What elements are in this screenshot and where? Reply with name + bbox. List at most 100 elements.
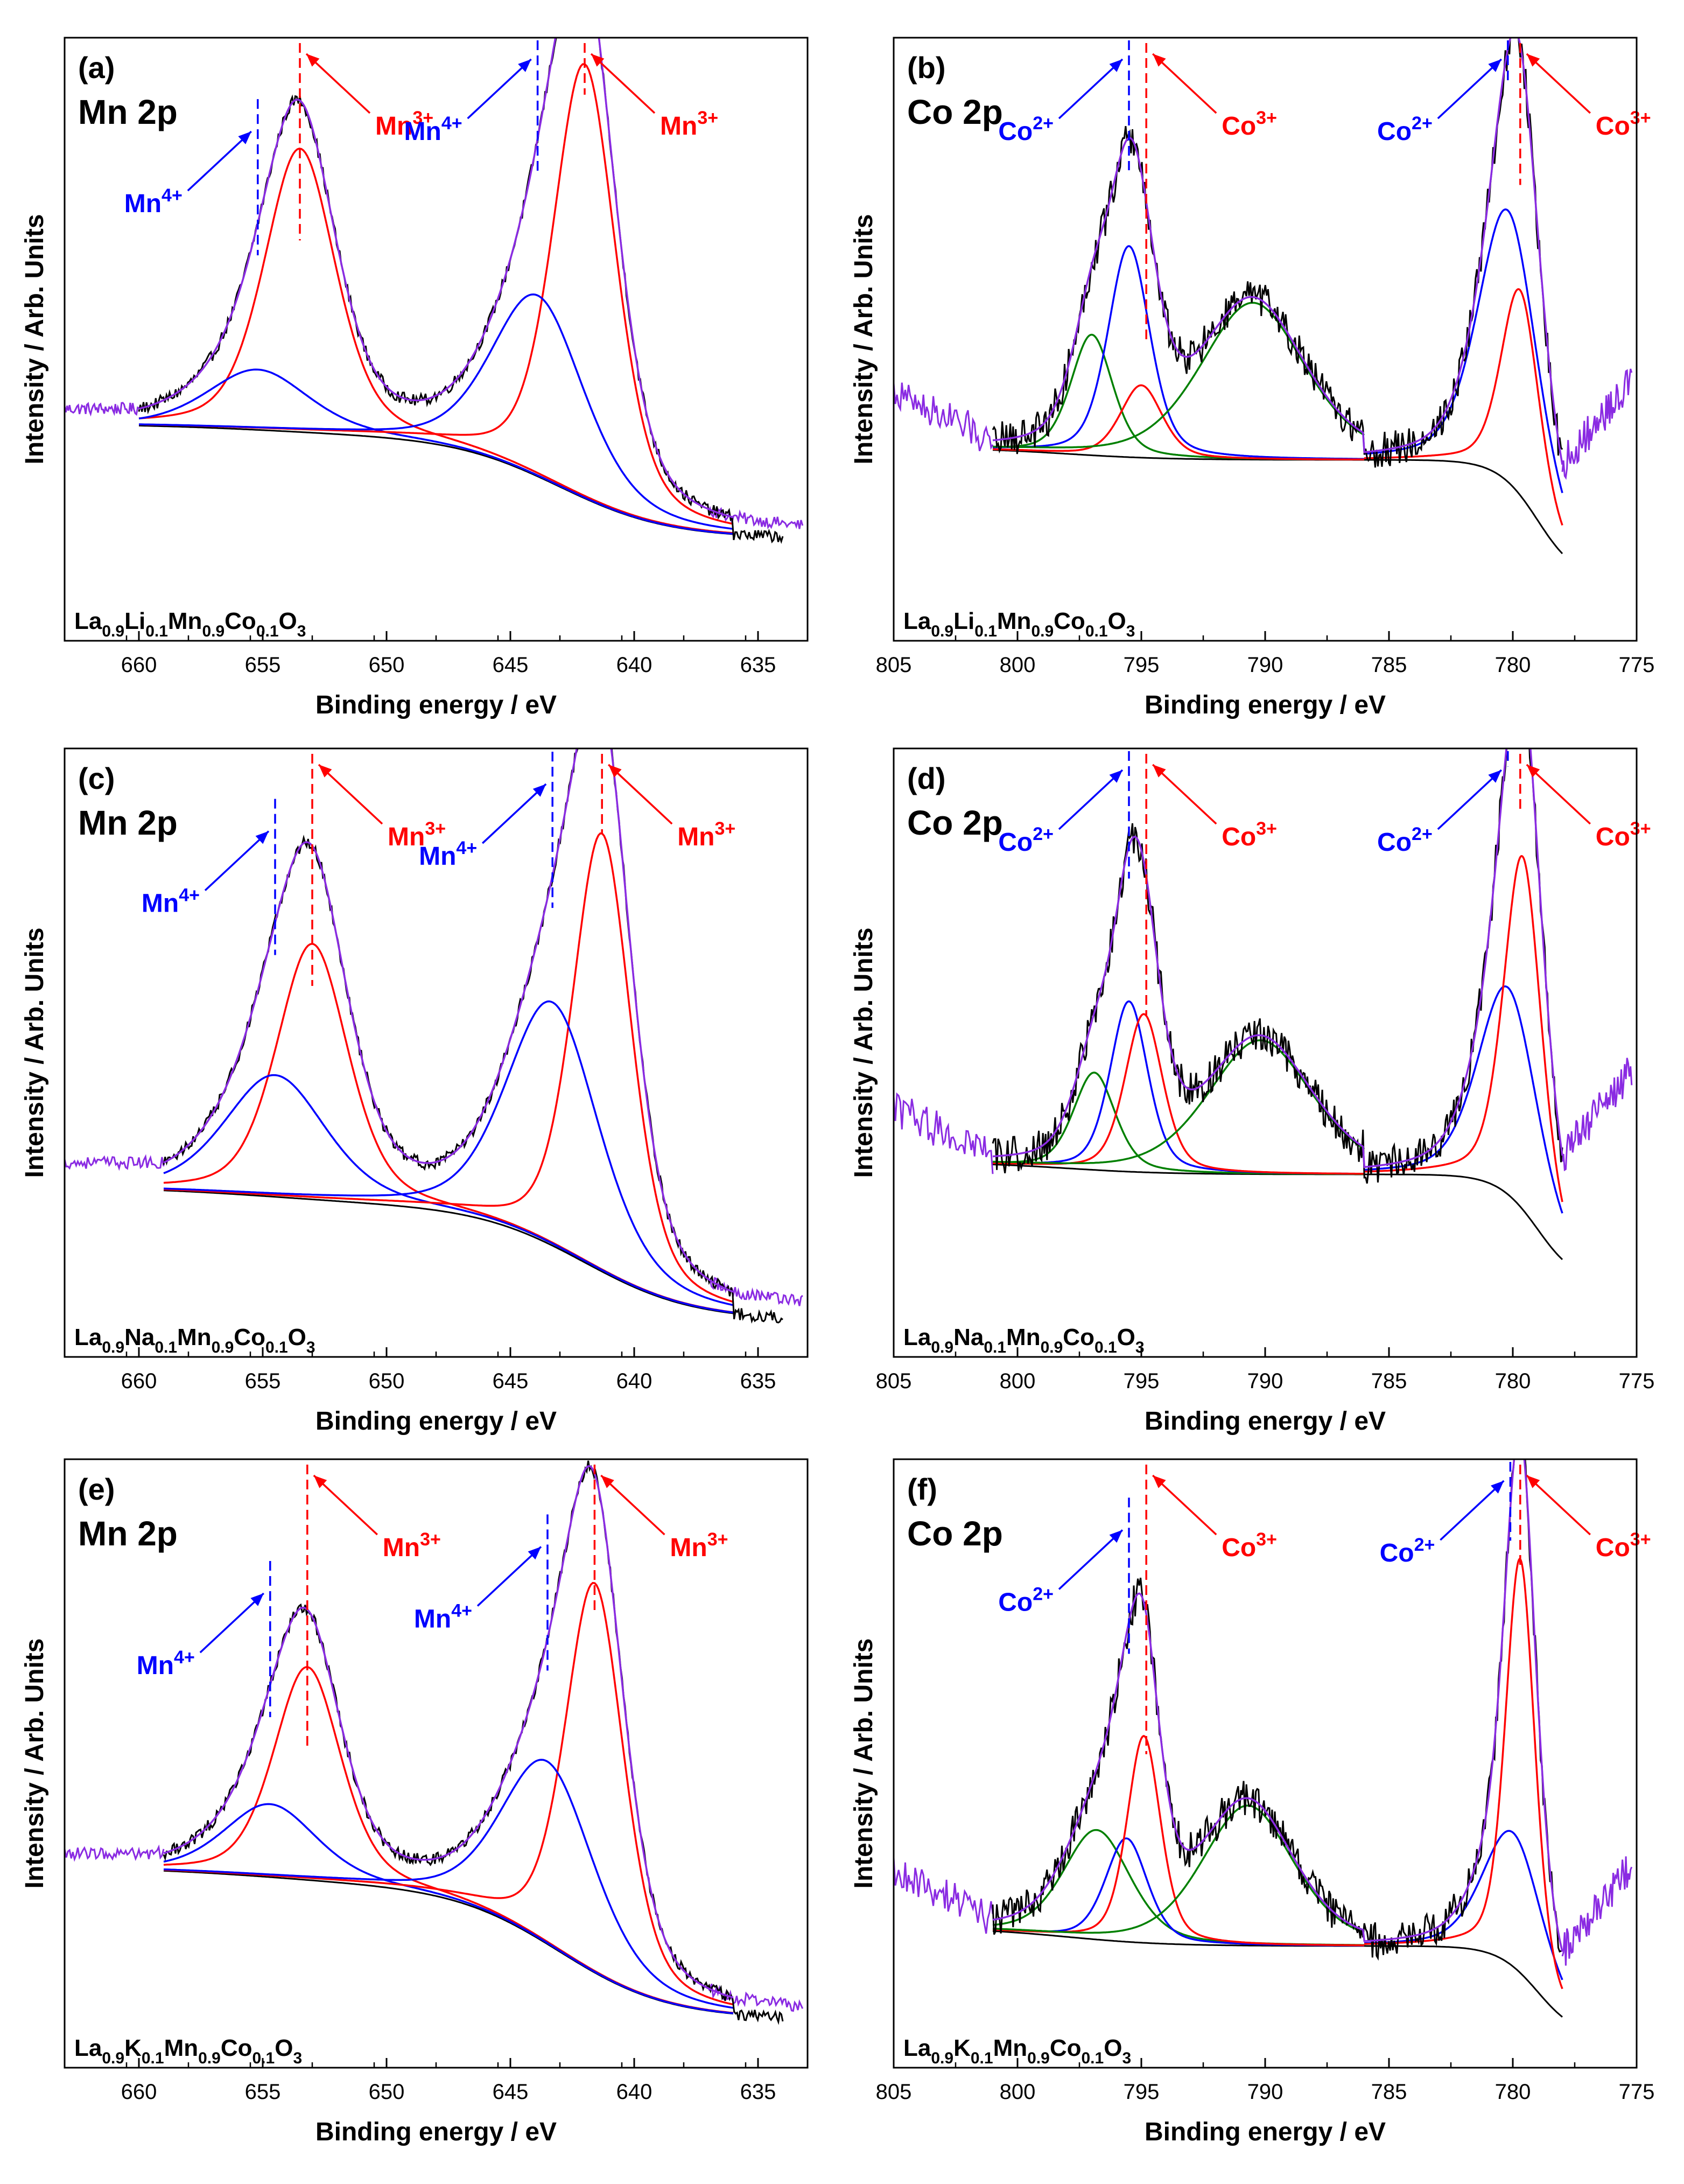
envelope-extension-right: [1561, 1856, 1633, 1966]
raw-data-line: [163, 748, 783, 1324]
plot-area: [65, 748, 803, 1324]
annotation-arrowhead: [1109, 770, 1122, 783]
annotation-arrowhead: [601, 1475, 614, 1488]
annotation-label: Co3+: [1596, 108, 1651, 141]
annotation-label: Mn4+: [414, 1600, 472, 1633]
annotation-arrow: [187, 130, 252, 192]
component-peak-1: [138, 368, 734, 535]
annotation-label: Co2+: [1377, 824, 1433, 857]
panel-label: (e): [78, 1472, 115, 1506]
component-peak-1: [163, 1074, 734, 1314]
x-tick-label: 640: [616, 2080, 652, 2104]
annotation-arrowhead: [518, 59, 531, 72]
plot-area: [65, 1460, 804, 2025]
component-peak-3: [163, 1759, 734, 2009]
annotation-arrow: [476, 1546, 542, 1607]
sample-label: La0.9Li0.1Mn0.9Co0.1O3: [74, 608, 306, 640]
component-peak-1: [992, 1837, 1364, 1947]
annotation-arrowhead: [532, 784, 546, 797]
annotation-label: Mn4+: [137, 1647, 195, 1680]
panel-title: Co 2p: [907, 803, 1003, 842]
component-peak-3: [139, 293, 734, 530]
panel-label: (a): [78, 51, 115, 85]
x-tick-label: 655: [245, 653, 281, 677]
component-peak-2: [163, 1581, 734, 2006]
x-tick-label: 790: [1247, 1369, 1283, 1393]
component-peak-2: [992, 384, 1364, 461]
annotation-arrowhead: [313, 1475, 327, 1488]
sample-label: La0.9Na0.1Mn0.9Co0.1O3: [903, 1324, 1145, 1356]
panel-label: (f): [907, 1472, 937, 1506]
x-tick-label: 655: [245, 1369, 281, 1393]
annotation-arrow: [1058, 1529, 1124, 1590]
x-tick-label: 785: [1371, 2080, 1407, 2104]
panel-f: Co2+ Co3+ Co2+ Co3+ 805 800 795 790 785 780 775 Bin…: [850, 1458, 1655, 2146]
annotation-label: Mn4+: [124, 185, 183, 218]
annotation-label: Mn3+: [660, 108, 718, 141]
background-line: [163, 1189, 734, 1314]
background-line: [992, 1164, 1563, 1261]
annotation-arrow: [600, 1474, 665, 1536]
annotation-label: Co3+: [1596, 1529, 1651, 1562]
annotation-label: Co2+: [998, 1584, 1054, 1616]
annotation-label: Mn4+: [419, 838, 477, 871]
annotation-arrowhead: [1109, 59, 1122, 72]
x-tick-label: 775: [1619, 2080, 1655, 2104]
annotation-label: Co2+: [1377, 113, 1433, 146]
panel-label: (b): [907, 51, 946, 85]
sample-label: La0.9Na0.1Mn0.9Co0.1O3: [74, 1324, 315, 1356]
annotation-arrowhead: [255, 831, 269, 844]
annotation-arrow: [482, 783, 547, 844]
annotation-arrowhead: [1153, 765, 1166, 778]
annotation-arrowhead: [1526, 54, 1540, 67]
x-tick-label: 800: [1000, 653, 1036, 677]
annotation-label: Co3+: [1222, 108, 1277, 141]
annotation-label: Mn3+: [670, 1529, 728, 1562]
x-tick-label: 795: [1124, 2080, 1160, 2104]
x-tick-label: 790: [1247, 2080, 1283, 2104]
panel-title: Co 2p: [907, 1514, 1003, 1553]
x-tick-label: 635: [740, 2080, 776, 2104]
x-tick-label: 790: [1247, 653, 1283, 677]
annotation-arrowhead: [1526, 765, 1540, 778]
component-peak-0: [163, 943, 734, 1313]
envelope-extension-right: [1561, 1058, 1633, 1172]
panel-title: Co 2p: [907, 93, 1003, 131]
y-axis-title: Intensity / Arb. Units: [20, 928, 49, 1178]
x-tick-label: 640: [616, 653, 652, 677]
annotation-arrowhead: [238, 131, 251, 144]
annotation-label: Mn3+: [375, 108, 433, 141]
annotation-arrowhead: [319, 765, 332, 778]
x-tick-label: 650: [369, 2080, 405, 2104]
x-tick-label: 805: [876, 2080, 912, 2104]
x-tick-label: 805: [876, 653, 912, 677]
panel-title: Mn 2p: [78, 803, 178, 842]
annotation-arrow: [590, 53, 656, 114]
envelope-extension-left: [894, 1092, 994, 1174]
annotation-arrowhead: [1488, 59, 1501, 72]
x-tick-label: 650: [369, 653, 405, 677]
envelope-extension-left: [65, 402, 139, 417]
annotation-arrow: [1526, 764, 1591, 825]
x-axis-title: Binding energy / eV: [315, 1407, 557, 1436]
annotation-arrowhead: [528, 1546, 541, 1560]
annotation-arrowhead: [306, 54, 320, 67]
envelope-extension-left: [65, 1154, 165, 1171]
annotation-label: Co2+: [998, 113, 1054, 146]
x-tick-label: 655: [245, 2080, 281, 2104]
x-tick-label: 800: [1000, 1369, 1036, 1393]
component-peak-0: [163, 1666, 734, 2014]
annotation-arrow: [313, 1474, 378, 1536]
annotation-label: Co2+: [998, 824, 1054, 857]
x-tick-label: 775: [1619, 1369, 1655, 1393]
x-tick-label: 780: [1495, 2080, 1531, 2104]
envelope-fit-line: [992, 38, 1563, 465]
panel-label: (d): [907, 761, 946, 795]
annotation-arrow: [1526, 1474, 1591, 1536]
raw-data-line: [992, 1459, 1563, 1961]
x-tick-label: 785: [1371, 653, 1407, 677]
annotation-label: Co3+: [1222, 818, 1277, 851]
x-axis-title: Binding energy / eV: [315, 2118, 557, 2146]
component-peak-1: [993, 245, 1365, 460]
envelope-extension-left: [894, 382, 994, 451]
